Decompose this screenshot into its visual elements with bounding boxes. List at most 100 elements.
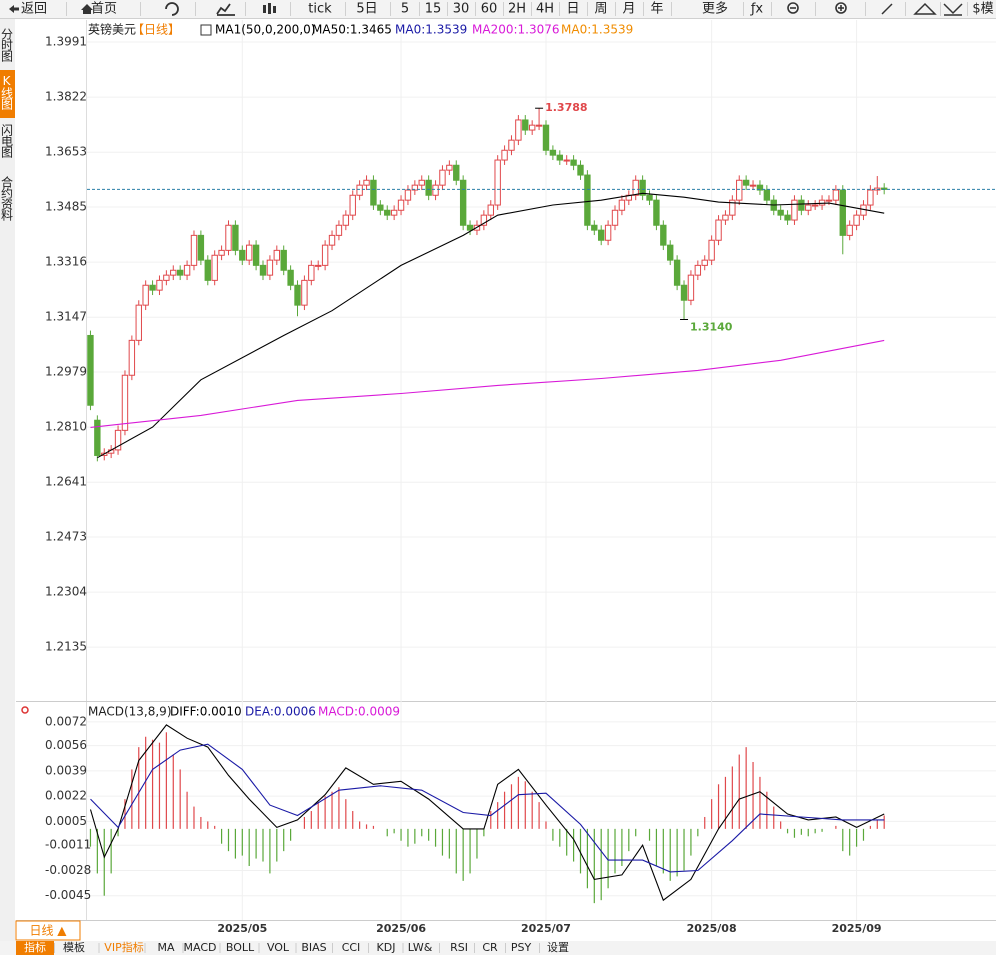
candle-body bbox=[805, 204, 812, 211]
candle-body bbox=[432, 184, 439, 196]
indicator-line bbox=[90, 743, 885, 873]
legend-icon bbox=[200, 24, 212, 36]
candle-body bbox=[315, 264, 322, 267]
sidebar-tab[interactable]: 分时图 bbox=[0, 28, 14, 62]
indicator-line bbox=[97, 192, 885, 459]
candle-body bbox=[294, 284, 301, 306]
candle-body bbox=[480, 214, 488, 226]
toolbar bbox=[0, 0, 996, 18]
annotation-label: 1.3788 bbox=[545, 101, 587, 114]
indicator-tab[interactable]: 设置 bbox=[547, 941, 569, 954]
indicator-tab[interactable]: PSY bbox=[511, 941, 532, 954]
toolbar-button[interactable]: 月 bbox=[622, 2, 635, 17]
candle-body bbox=[839, 189, 846, 236]
candle-body bbox=[397, 199, 405, 211]
toolbar-button[interactable]: 2H bbox=[508, 2, 526, 17]
candle-body bbox=[591, 224, 598, 231]
toolbar-button[interactable]: 首页 bbox=[91, 2, 117, 17]
candle-body bbox=[335, 224, 343, 236]
candle-body bbox=[632, 179, 639, 196]
tab-active bbox=[16, 941, 54, 955]
candle-body bbox=[404, 189, 412, 201]
y-tick-label: 0.0039 bbox=[45, 763, 87, 777]
candle-body bbox=[673, 259, 681, 286]
legend-item: DEA:0.0006 bbox=[245, 705, 316, 719]
candle-body bbox=[197, 234, 205, 261]
indicator-tab[interactable]: VIP指标 bbox=[104, 940, 143, 954]
candle-body bbox=[321, 244, 329, 266]
indicator-tab[interactable]: BIAS bbox=[301, 941, 326, 954]
toolbar-button[interactable]: ƒx bbox=[750, 2, 764, 17]
candle-body bbox=[556, 154, 563, 161]
candle-body bbox=[280, 249, 287, 271]
macd-settings-icon[interactable] bbox=[21, 706, 29, 714]
candle-body bbox=[170, 269, 177, 276]
indicator-tab[interactable]: BOLL bbox=[226, 941, 255, 954]
candle-body bbox=[128, 339, 136, 376]
indicator-line bbox=[90, 339, 885, 428]
candle-body bbox=[190, 234, 198, 266]
candle-body bbox=[466, 224, 474, 231]
candle-body bbox=[749, 184, 757, 187]
candle-body bbox=[867, 189, 874, 206]
y-tick-label: -0.0028 bbox=[45, 863, 91, 877]
indicator-tab[interactable]: KDJ bbox=[377, 941, 396, 954]
candle-body bbox=[660, 224, 667, 246]
candle-body bbox=[818, 199, 826, 206]
indicator-tab[interactable]: 指标 bbox=[24, 940, 46, 954]
period-box[interactable] bbox=[15, 920, 81, 941]
period-label[interactable]: 日线 ▲ bbox=[29, 924, 67, 938]
candle-body bbox=[266, 259, 274, 276]
candle-body bbox=[418, 179, 425, 186]
toolbar-button[interactable]: 返回 bbox=[21, 2, 47, 17]
toolbar-button[interactable]: 5日 bbox=[356, 2, 377, 17]
candle-body bbox=[715, 219, 722, 241]
toolbar-button[interactable]: 年 bbox=[650, 2, 663, 17]
toolbar-button[interactable]: 日 bbox=[566, 2, 579, 17]
candle-body bbox=[528, 124, 536, 131]
indicator-tab[interactable]: CR bbox=[482, 941, 498, 954]
candle-body bbox=[453, 164, 460, 181]
candle-body bbox=[791, 199, 798, 221]
indicator-tab[interactable]: LW& bbox=[408, 941, 433, 954]
toolbar-button[interactable]: tick bbox=[308, 2, 332, 17]
candle-body bbox=[611, 209, 619, 226]
candle-body bbox=[763, 189, 771, 201]
candle-body bbox=[646, 194, 653, 201]
candle-body bbox=[459, 179, 467, 226]
candle-body bbox=[853, 214, 860, 226]
indicator-tab[interactable]: CCI bbox=[342, 941, 361, 954]
toolbar-button[interactable]: 30 bbox=[453, 2, 470, 17]
candle-body bbox=[570, 159, 577, 166]
candle-body bbox=[121, 374, 129, 431]
candle-body bbox=[377, 204, 384, 211]
candle-body bbox=[508, 139, 515, 151]
toolbar-button[interactable]: 5 bbox=[401, 2, 409, 17]
indicator-tab[interactable]: 模板 bbox=[63, 940, 85, 954]
sidebar-tab[interactable]: 合约资料 bbox=[0, 175, 14, 221]
y-tick-label: 1.3653 bbox=[45, 145, 87, 159]
candle-body bbox=[784, 214, 791, 221]
toolbar-button[interactable]: $模 bbox=[972, 2, 993, 17]
candle-body bbox=[245, 244, 253, 261]
back-icon bbox=[9, 5, 19, 13]
indicator-tab[interactable]: RSI bbox=[450, 941, 468, 954]
legend-item: MA1(50,0,200,0) bbox=[215, 23, 315, 37]
toolbar-button[interactable]: 15 bbox=[425, 2, 442, 17]
indicator-tab[interactable]: MACD bbox=[184, 941, 217, 954]
home-icon bbox=[81, 4, 93, 14]
toolbar-button[interactable]: 60 bbox=[481, 2, 498, 17]
toolbar-button[interactable]: 周 bbox=[594, 2, 607, 17]
toolbar-button[interactable]: 更多 bbox=[702, 1, 728, 17]
candle-body bbox=[535, 124, 543, 127]
sidebar-tab[interactable]: 闪电图 bbox=[0, 124, 14, 158]
indicator-tab[interactable]: VOL bbox=[267, 941, 290, 954]
sidebar-tab[interactable]: K线图 bbox=[0, 74, 14, 110]
indicator-tab[interactable]: MA bbox=[157, 941, 174, 954]
candle-body bbox=[356, 184, 363, 196]
y-tick-label: -0.0045 bbox=[45, 888, 91, 902]
candle-body bbox=[142, 284, 149, 306]
toolbar-button[interactable]: 4H bbox=[536, 2, 554, 17]
